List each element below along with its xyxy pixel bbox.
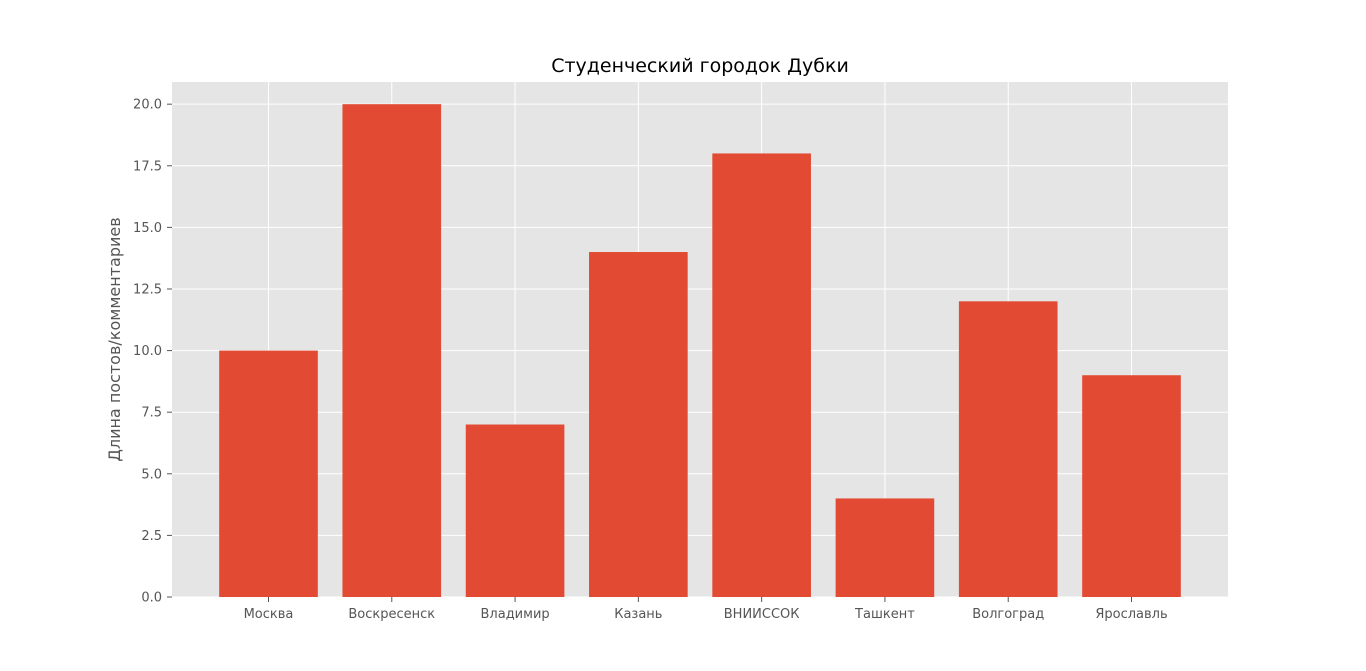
x-tick-label: Ярославль xyxy=(1095,607,1167,622)
y-tick-label: 20.0 xyxy=(133,98,162,113)
bar-4 xyxy=(589,252,688,597)
bar-5 xyxy=(712,153,811,597)
y-tick-label: 5.0 xyxy=(141,467,162,482)
x-tick-label: Москва xyxy=(244,607,294,622)
y-tick-label: 0.0 xyxy=(141,591,162,606)
y-tick-label: 12.5 xyxy=(133,282,162,297)
bar-1 xyxy=(219,350,318,597)
y-axis-ticks: 0.0 2.5 5.0 7.5 10.0 12.5 15.0 17.5 20.0 xyxy=(133,98,172,606)
y-tick-label: 2.5 xyxy=(141,529,162,544)
y-tick-label: 15.0 xyxy=(133,221,162,236)
bar-3 xyxy=(465,424,565,597)
x-tick-label: Воскресенск xyxy=(348,607,435,622)
x-tick-label: Ташкент xyxy=(854,607,915,622)
x-axis-ticks: Москва Воскресенск Владимир Казань ВНИИССОК Т… xyxy=(244,597,1168,622)
plot-background xyxy=(172,82,1228,597)
x-tick-label: ВНИИССОК xyxy=(724,607,800,622)
y-tick-label: 7.5 xyxy=(141,406,162,421)
chart-title: Студенческий городок Дубки xyxy=(551,55,849,77)
x-tick-label: Волгоград xyxy=(972,607,1044,622)
bar-7 xyxy=(958,301,1058,597)
bar-6 xyxy=(835,498,935,597)
y-tick-label: 17.5 xyxy=(133,159,162,174)
y-axis-title: Длина постов/комментариев xyxy=(105,217,124,461)
y-tick-label: 10.0 xyxy=(133,344,162,359)
bar-2 xyxy=(342,104,442,597)
bars xyxy=(219,104,1181,597)
x-tick-label: Владимир xyxy=(481,607,550,622)
bar-8 xyxy=(1082,375,1181,597)
x-tick-label: Казань xyxy=(614,607,662,622)
